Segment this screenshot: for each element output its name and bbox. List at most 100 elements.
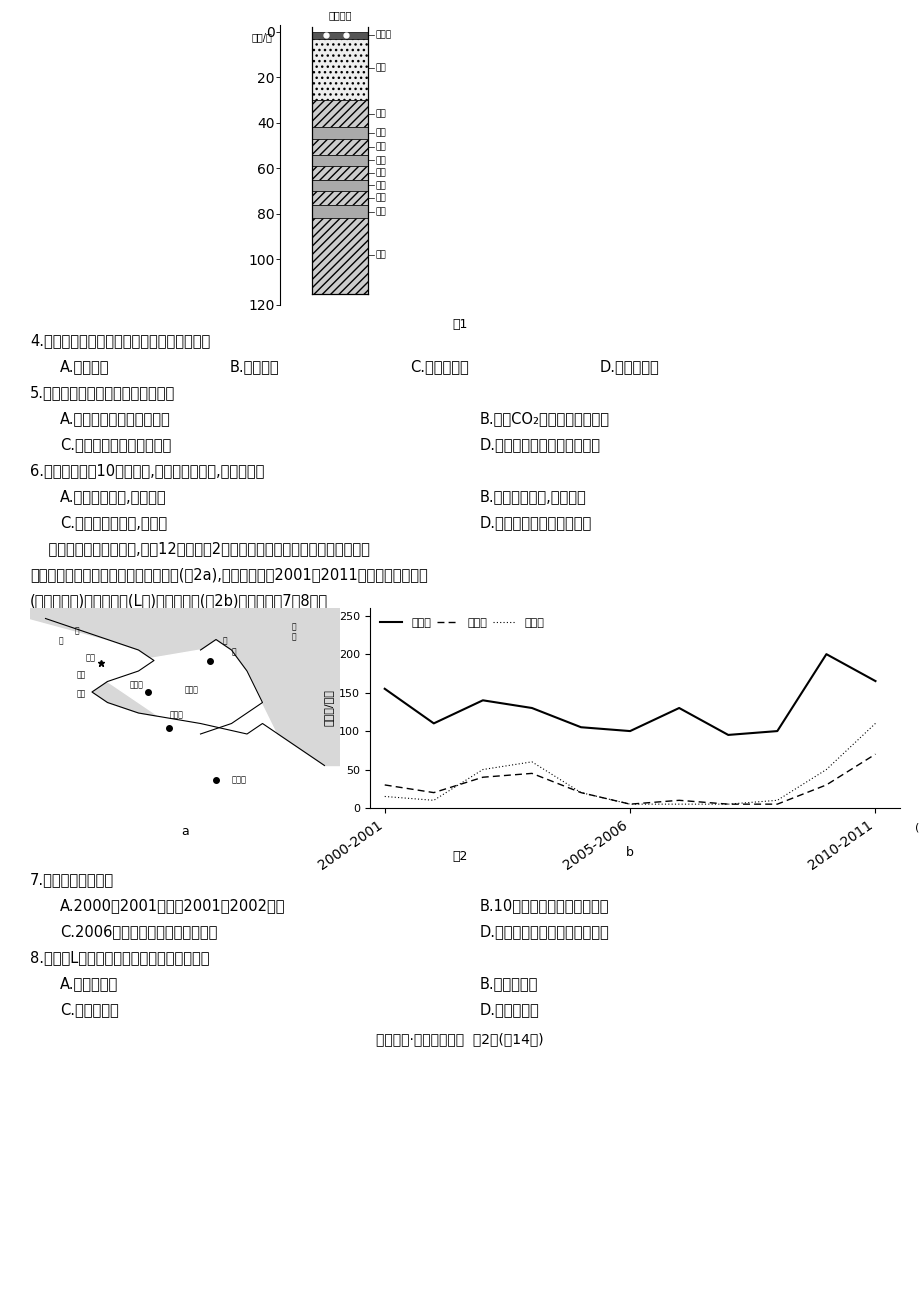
Text: B.纬度位置高: B.纬度位置高 <box>480 976 538 991</box>
渤海湾 <box>526 766 537 781</box>
Text: 砂岩: 砂岩 <box>376 168 386 177</box>
Text: B.10年间渤海湾年际变化最大: B.10年间渤海湾年际变化最大 <box>480 898 609 913</box>
辽东湾 <box>673 700 684 716</box>
Text: 5.夏季工人在井底呼吸困难的原因是: 5.夏季工人在井底呼吸困难的原因是 <box>30 385 175 400</box>
Text: 东: 东 <box>232 647 236 656</box>
辽东湾 <box>526 700 537 716</box>
Text: 渤海是我国海冰多发区,每年12月～次年2月为海冰集中发生时间。研究者以辽东: 渤海是我国海冰多发区,每年12月～次年2月为海冰集中发生时间。研究者以辽东 <box>30 542 369 556</box>
Text: 图1: 图1 <box>452 318 467 331</box>
辽东湾 <box>428 716 439 732</box>
Text: 辽: 辽 <box>222 637 227 646</box>
辽东湾 <box>477 693 488 708</box>
Text: 砂岩: 砂岩 <box>376 109 386 118</box>
渤海湾 <box>477 769 488 785</box>
Text: C.2006年冬季渤海湾与莱州湾相同: C.2006年冬季渤海湾与莱州湾相同 <box>60 924 217 939</box>
莱州湾 <box>820 762 831 777</box>
Text: D.大量冰雪融化导致井内潮湿: D.大量冰雪融化导致井内潮湿 <box>480 437 600 452</box>
辽东湾 <box>379 681 390 697</box>
莱州湾 <box>428 793 439 809</box>
Legend: 辽东湾, 渤海湾, 莱州湾: 辽东湾, 渤海湾, 莱州湾 <box>375 613 548 633</box>
Text: B.井内CO₂无法通过对流排出: B.井内CO₂无法通过对流排出 <box>480 411 609 426</box>
Text: B.岩石致密: B.岩石致密 <box>230 359 279 374</box>
辽东湾 <box>624 724 635 740</box>
Text: 湾、渤海湾、莱州湾三处基准点为起点(图2a),绘制了各海湾2001～2011年海冰外缘线离岸: 湾、渤海湾、莱州湾三处基准点为起点(图2a),绘制了各海湾2001～2011年海… <box>30 566 427 582</box>
Text: 黄河: 黄河 <box>76 689 85 698</box>
Text: D.随时间变化有明显的减小趋势: D.随时间变化有明显的减小趋势 <box>480 924 609 939</box>
Text: 河: 河 <box>59 637 63 646</box>
Polygon shape <box>30 608 340 766</box>
Text: C.冻土层深厚: C.冻土层深厚 <box>410 359 469 374</box>
渤海湾 <box>771 797 782 812</box>
Bar <box>312 191 368 204</box>
Line: 渤海湾: 渤海湾 <box>384 754 875 805</box>
Text: 基准点: 基准点 <box>232 776 246 785</box>
Text: b: b <box>626 846 633 859</box>
渤海湾 <box>428 785 439 801</box>
Text: 辽东湾: 辽东湾 <box>185 685 199 694</box>
辽东湾 <box>722 727 733 742</box>
渤海湾 <box>722 797 733 812</box>
Text: C.大陆升温快近地面气压低: C.大陆升温快近地面气压低 <box>60 437 171 452</box>
渤海湾 <box>575 785 586 801</box>
Text: A.气候干旱: A.气候干旱 <box>60 359 109 374</box>
Text: a: a <box>181 824 188 837</box>
Text: A.受寒流影响: A.受寒流影响 <box>60 976 119 991</box>
Text: 页岩: 页岩 <box>376 207 386 216</box>
莱州湾 <box>673 797 684 812</box>
Bar <box>312 180 368 191</box>
莱州湾 <box>526 754 537 769</box>
渤海湾 <box>820 777 831 793</box>
莱州湾 <box>624 797 635 812</box>
Bar <box>312 128 368 139</box>
Text: 莱州湾: 莱州湾 <box>169 710 183 719</box>
渤海湾 <box>673 793 684 809</box>
Text: 图2: 图2 <box>452 850 467 863</box>
Text: A.2000～2001年均较2001～2002年大: A.2000～2001年均较2001～2002年大 <box>60 898 285 913</box>
Text: 舍尔金井: 舍尔金井 <box>328 10 351 21</box>
渤海湾 <box>624 797 635 812</box>
Bar <box>312 204 368 219</box>
Bar <box>312 219 368 294</box>
Text: 辽
河: 辽 河 <box>291 622 296 642</box>
Text: 砂岩: 砂岩 <box>376 250 386 259</box>
Text: 页岩: 页岩 <box>376 156 386 165</box>
莱州湾 <box>722 797 733 812</box>
Bar <box>312 167 368 180</box>
辽东湾 <box>771 724 782 740</box>
渤海湾 <box>869 746 880 762</box>
辽东湾 <box>869 673 880 689</box>
Text: 砂岩: 砂岩 <box>376 142 386 151</box>
莱州湾 <box>771 793 782 809</box>
Text: (距离基准点)距离最大值(L值)变化折线图(图2b)。据此完成7～8题。: (距离基准点)距离最大值(L值)变化折线图(图2b)。据此完成7～8题。 <box>30 592 328 608</box>
Text: 滦: 滦 <box>74 626 79 635</box>
Text: 页岩: 页岩 <box>376 129 386 138</box>
Text: 6.在舍尔金掘井10年时间里,其速度前慢后快,原因可能是: 6.在舍尔金掘井10年时间里,其速度前慢后快,原因可能是 <box>30 464 264 478</box>
Text: 细砂: 细砂 <box>376 64 386 73</box>
Text: 8.辽东湾L值远大于其他两海湾的主要原因是: 8.辽东湾L值远大于其他两海湾的主要原因是 <box>30 950 210 965</box>
Text: 海河: 海河 <box>76 671 85 680</box>
Text: D.技术水平低: D.技术水平低 <box>599 359 659 374</box>
Text: 北京: 北京 <box>85 654 96 663</box>
Text: D.后期资金和技术得到保障: D.后期资金和技术得到保障 <box>480 516 592 530</box>
莱州湾 <box>477 762 488 777</box>
Bar <box>312 139 368 155</box>
Text: 渤海湾: 渤海湾 <box>129 681 143 690</box>
Bar <box>312 155 368 167</box>
Bar <box>312 39 368 100</box>
Polygon shape <box>108 650 262 734</box>
莱州湾 <box>869 716 880 732</box>
Text: 7.各海湾的海冰面积: 7.各海湾的海冰面积 <box>30 872 114 887</box>
Text: 教考联盟·文科综合试题  第2页(共14页): 教考联盟·文科综合试题 第2页(共14页) <box>376 1032 543 1046</box>
Text: C.径流汇入少: C.径流汇入少 <box>60 1003 119 1017</box>
Text: C.参与工人前期少,后期多: C.参与工人前期少,后期多 <box>60 516 167 530</box>
Text: 页岩: 页岩 <box>376 181 386 190</box>
Text: A.岩层前期坚硬,后期松软: A.岩层前期坚硬,后期松软 <box>60 490 166 504</box>
Text: (年): (年) <box>913 822 919 832</box>
辽东湾 <box>575 720 586 736</box>
Line: 辽东湾: 辽东湾 <box>384 654 875 734</box>
渤海湾 <box>379 777 390 793</box>
Line: 莱州湾: 莱州湾 <box>384 724 875 805</box>
Y-axis label: 距海岸/千米: 距海岸/千米 <box>323 690 334 727</box>
辽东湾 <box>820 646 831 661</box>
莱州湾 <box>575 785 586 801</box>
